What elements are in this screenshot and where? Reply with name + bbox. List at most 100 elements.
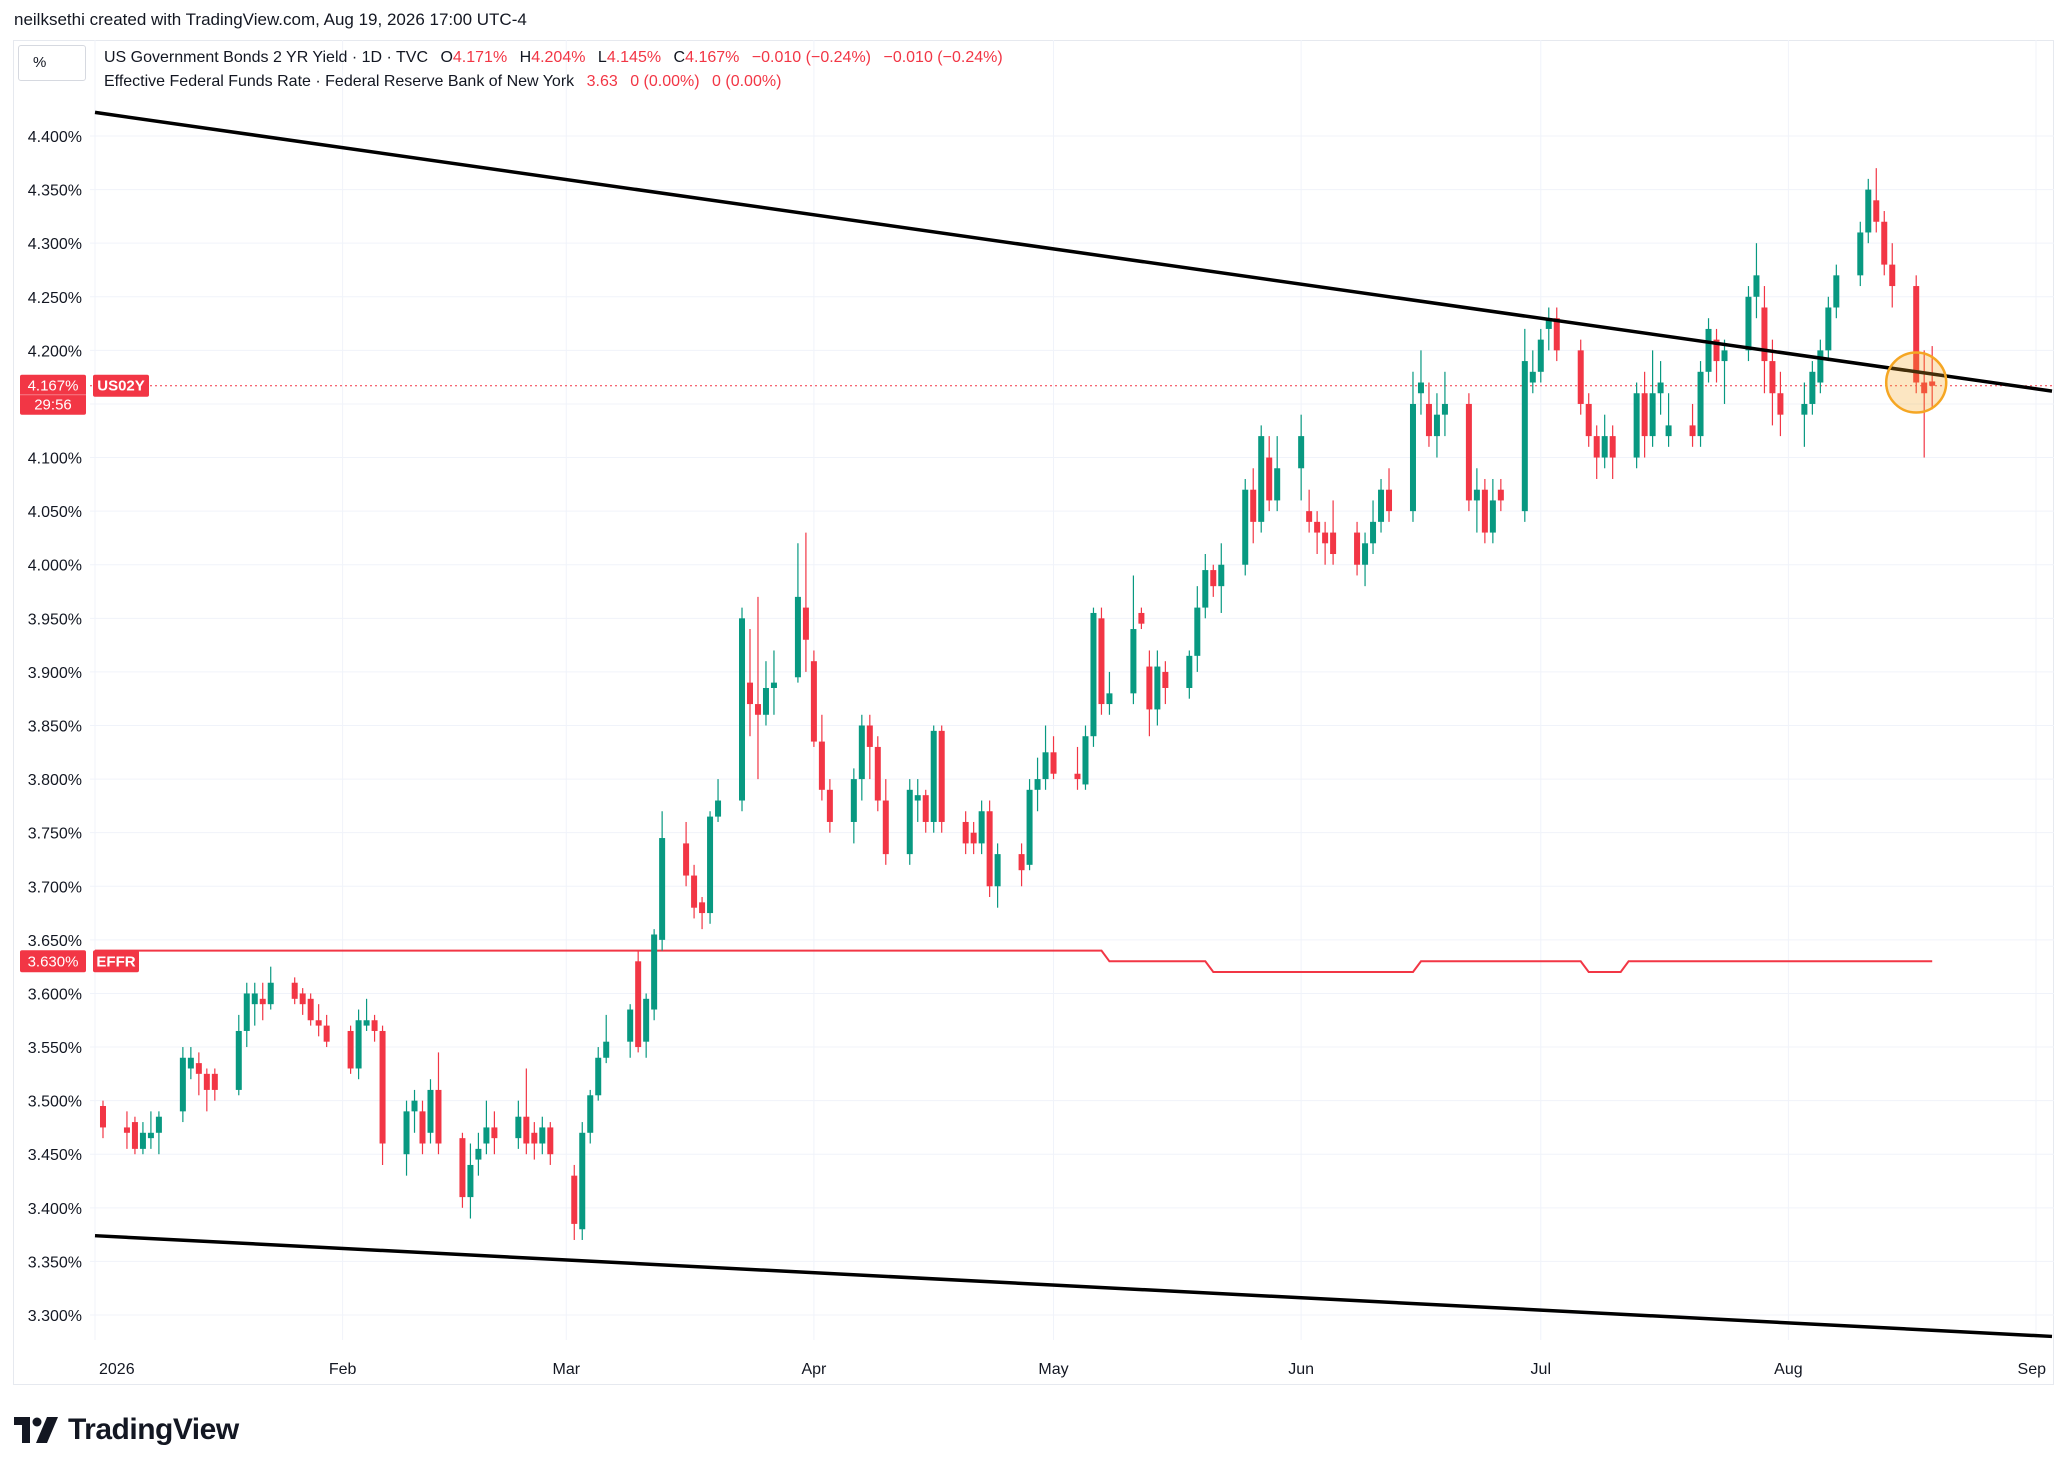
price-label-name-box (93, 374, 149, 397)
tradingview-brand[interactable]: TradingView (14, 1413, 239, 1447)
candle-body (978, 811, 985, 844)
candle-body (1322, 532, 1329, 544)
y-tick-label: 3.750% (28, 826, 82, 843)
candle-body (1034, 779, 1041, 790)
x-tick-label: Sep (2018, 1361, 2047, 1378)
legend-change: −0.010 (−0.24%) (751, 49, 872, 66)
price-labels: 4.167% 29:56 US02Y 3.630% EFFR (20, 374, 149, 973)
candle (1250, 468, 1257, 544)
candle-body (1210, 570, 1217, 587)
candle-body (627, 1009, 634, 1042)
legend-effr-change-secondary: 0 (0.00%) (712, 73, 782, 90)
candle (1330, 500, 1337, 565)
candle (1154, 650, 1161, 726)
candle (826, 779, 833, 833)
candle (651, 929, 658, 1021)
candle-body (938, 730, 945, 822)
y-tick-label: 3.650% (28, 933, 82, 950)
candle (1545, 307, 1552, 351)
candle-body (1545, 318, 1552, 329)
candle (1481, 478, 1488, 544)
candle-body (1921, 382, 1928, 394)
candle-body (579, 1132, 586, 1230)
candle (770, 650, 777, 715)
y-tick-label: 4.350% (28, 183, 82, 200)
price-label-countdown: 29:56 (34, 397, 72, 414)
candle-body (635, 961, 642, 1048)
candle (1465, 393, 1472, 512)
effr-line (95, 949, 1933, 973)
candle-body (1601, 436, 1608, 458)
candle (411, 1089, 418, 1133)
legend-us02y[interactable]: US Government Bonds 2 YR Yield · 1D · TV… (104, 49, 1003, 67)
candle-body (1433, 414, 1440, 437)
candle (459, 1132, 466, 1208)
candle-body (1665, 425, 1672, 437)
candle (355, 1009, 362, 1080)
candle (874, 736, 881, 812)
legend-low-value: 4.145% (606, 49, 662, 66)
candle (1825, 296, 1832, 362)
candle (1322, 521, 1329, 565)
candle-body (1473, 489, 1480, 501)
candle (699, 896, 706, 930)
candle (123, 1111, 130, 1149)
candle (1266, 436, 1273, 512)
candle-body (187, 1057, 194, 1069)
candle-body (970, 832, 977, 844)
candle-body (1106, 693, 1113, 705)
candle (1609, 425, 1616, 479)
candle (1378, 478, 1385, 533)
candle (595, 1047, 602, 1101)
candle (1417, 350, 1424, 415)
candle (1881, 211, 1888, 276)
candle-body (1186, 655, 1193, 688)
candle-body (1553, 318, 1560, 351)
candle (515, 1100, 522, 1149)
legend-change-secondary: −0.010 (−0.24%) (883, 49, 1003, 66)
candle (179, 1047, 186, 1123)
candle (363, 998, 370, 1031)
candle (547, 1122, 554, 1165)
candle-body (515, 1116, 522, 1139)
candle (1585, 393, 1592, 447)
candle-body (139, 1132, 146, 1149)
candle (323, 1014, 330, 1048)
candle-body (1370, 521, 1377, 544)
x-tick-label: Aug (1774, 1361, 1802, 1378)
candle (1274, 436, 1281, 512)
candle (1761, 286, 1768, 394)
candle (970, 821, 977, 855)
candle-body (603, 1041, 610, 1058)
candle (435, 1052, 442, 1155)
candle (483, 1100, 490, 1155)
candle (1298, 414, 1305, 501)
candle (1529, 350, 1536, 394)
candle-body (1801, 403, 1808, 415)
candle (794, 543, 801, 683)
candle-body (1314, 521, 1321, 533)
candle-body (1929, 381, 1936, 386)
candle (850, 768, 857, 844)
candle (203, 1068, 210, 1112)
candle-body (475, 1148, 482, 1160)
candle-body (195, 1063, 202, 1074)
x-tick-label: May (1038, 1361, 1068, 1378)
candle-body (922, 795, 929, 822)
legend-effr-title: Effective Federal Funds Rate · Federal R… (104, 73, 575, 90)
candle (1857, 221, 1864, 287)
candle (1018, 843, 1025, 887)
price-label-value: 3.630% (28, 953, 79, 970)
candle-body (1274, 468, 1281, 501)
candle-body (746, 682, 753, 705)
unit-button[interactable]: % (18, 45, 86, 81)
candle (691, 864, 698, 919)
candle-body (531, 1132, 538, 1144)
legend-effr[interactable]: Effective Federal Funds Rate · Federal R… (104, 73, 781, 91)
candle-body (203, 1073, 210, 1090)
candle (1050, 736, 1057, 780)
legend-effr-change: 0 (0.00%) (630, 73, 700, 90)
candle-body (1745, 296, 1752, 351)
y-tick-label: 4.400% (28, 129, 82, 146)
